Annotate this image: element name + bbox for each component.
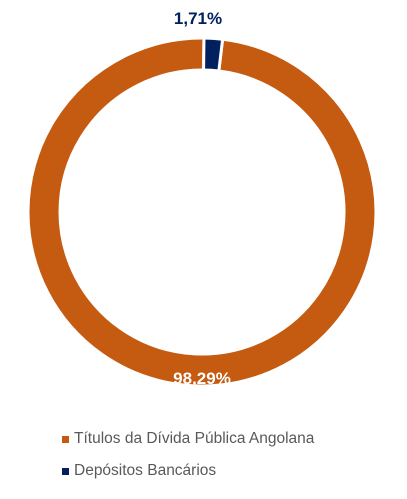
legend-label-depositos: Depósitos Bancários xyxy=(74,462,217,479)
data-label-titulos: 98,29% xyxy=(173,369,231,388)
legend-swatch-titulos xyxy=(62,435,69,443)
legend: Títulos da Dívida Pública Angolana Depós… xyxy=(62,429,314,493)
legend-item: Títulos da Dívida Pública Angolana xyxy=(62,429,314,449)
legend-item: Depósitos Bancários xyxy=(62,461,314,481)
legend-swatch-depositos xyxy=(62,467,69,475)
legend-label-titulos: Títulos da Dívida Pública Angolana xyxy=(74,430,315,447)
data-label-depositos: 1,71% xyxy=(174,9,222,28)
slice-depositos xyxy=(202,36,225,73)
slice-titulos xyxy=(26,36,378,388)
donut-chart: 98,29% 1,71% xyxy=(26,9,378,388)
